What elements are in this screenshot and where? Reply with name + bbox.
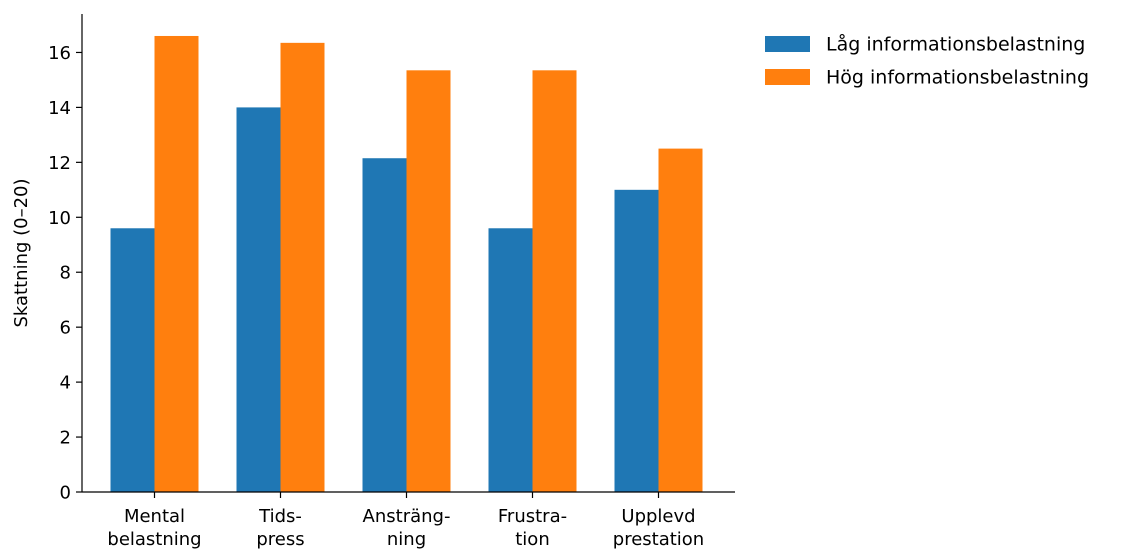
legend-swatch-high [765,69,810,85]
x-tick-label: Tids- [258,506,302,527]
x-tick-label: Mental [124,506,185,527]
y-tick-label: 10 [48,208,71,229]
legend-swatch-low [765,36,810,52]
plot-area [110,35,703,493]
legend-label-low: Låg informationsbelastning [826,33,1085,56]
y-tick-label: 16 [48,43,71,64]
bar-high-2 [280,42,325,493]
y-tick-label: 6 [60,318,71,339]
x-tick-label: tion [515,529,549,550]
legend-label-high: Hög informationsbelastning [826,67,1089,89]
bar-high-3 [406,70,451,492]
bar-low-3 [362,158,407,493]
x-tick-label: press [256,529,304,550]
x-tick-label: Frustra- [498,506,567,527]
bar-high-1 [154,35,199,492]
bar-low-4 [488,228,533,492]
y-tick-label: 8 [60,263,71,284]
y-tick-label: 2 [60,428,71,449]
y-tick-label: 4 [60,373,71,394]
bar-high-4 [532,70,577,492]
y-axis-label: Skattning (0–20) [11,178,32,327]
x-tick-label: prestation [613,529,704,550]
x-tick-label: Ansträng- [363,506,451,527]
bar-high-5 [658,148,703,492]
bar-low-2 [236,107,281,493]
x-tick-label: Upplevd [621,506,695,527]
bar-low-5 [614,189,659,492]
x-tick-label: belastning [107,529,201,550]
x-tick-label: ning [387,529,426,550]
y-tick-label: 12 [48,153,71,174]
legend: Låg informationsbelastning Hög informatio… [765,33,1089,89]
y-tick-label: 14 [48,98,71,119]
y-tick-label: 0 [60,483,71,504]
y-axis: 0 2 4 6 8 10 12 14 16 [48,14,83,504]
bar-low-1 [110,228,155,492]
